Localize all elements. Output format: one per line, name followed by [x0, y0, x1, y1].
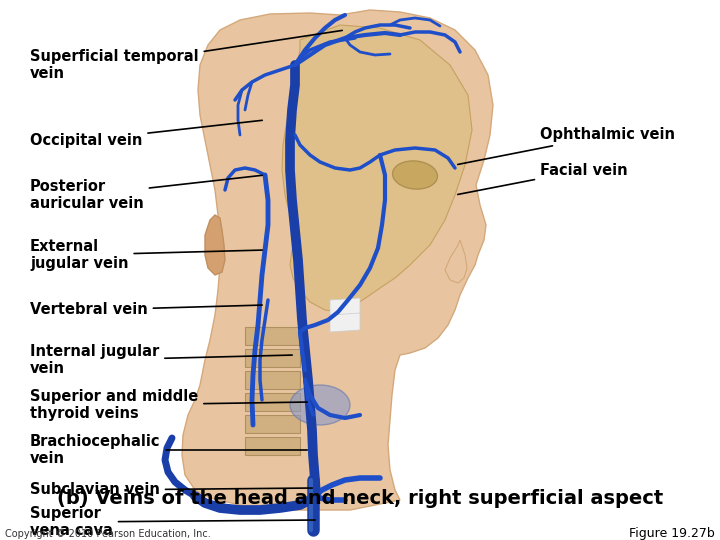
Bar: [245, 349, 300, 367]
Polygon shape: [330, 298, 360, 315]
Polygon shape: [282, 25, 472, 312]
Text: (b) Veins of the head and neck, right superficial aspect: (b) Veins of the head and neck, right su…: [57, 489, 663, 508]
Text: Brachiocephalic
vein: Brachiocephalic vein: [30, 434, 307, 466]
Polygon shape: [205, 215, 225, 275]
Ellipse shape: [290, 385, 350, 425]
Text: Posterior
auricular vein: Posterior auricular vein: [30, 176, 262, 211]
Polygon shape: [445, 240, 467, 283]
Text: Vertebral vein: Vertebral vein: [30, 302, 262, 318]
Text: Figure 19.27b: Figure 19.27b: [629, 528, 715, 540]
Text: Superior and middle
thyroid veins: Superior and middle thyroid veins: [30, 389, 307, 421]
Polygon shape: [182, 10, 493, 510]
Text: Occipital vein: Occipital vein: [30, 120, 262, 147]
Text: Facial vein: Facial vein: [458, 163, 628, 194]
Text: Superior
vena cava: Superior vena cava: [30, 506, 315, 538]
Bar: [245, 327, 300, 345]
Text: Superficial temporal
vein: Superficial temporal vein: [30, 30, 342, 81]
Bar: [245, 393, 300, 411]
Ellipse shape: [392, 161, 438, 189]
Bar: [245, 371, 300, 389]
Text: Internal jugular
vein: Internal jugular vein: [30, 344, 292, 376]
Bar: [245, 437, 300, 455]
Polygon shape: [330, 313, 360, 332]
Text: Subclavian vein: Subclavian vein: [30, 483, 312, 497]
Text: External
jugular vein: External jugular vein: [30, 239, 262, 271]
Text: Ophthalmic vein: Ophthalmic vein: [458, 127, 675, 165]
Text: Copyright © 2010 Pearson Education, Inc.: Copyright © 2010 Pearson Education, Inc.: [5, 529, 211, 539]
Bar: [245, 415, 300, 433]
